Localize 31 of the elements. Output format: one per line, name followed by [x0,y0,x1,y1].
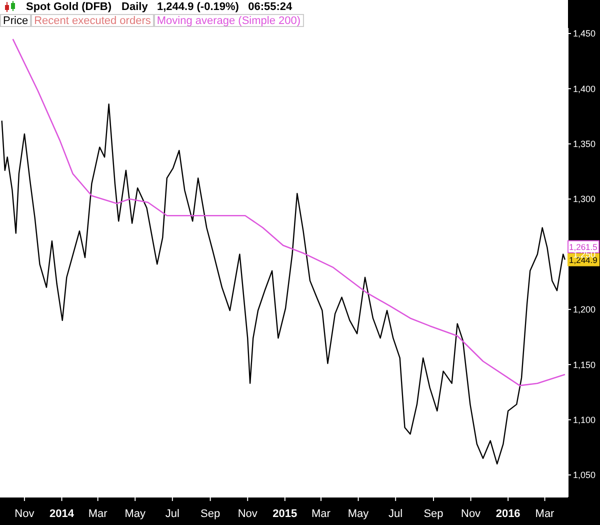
y-tick-label: 1,100 [573,414,596,425]
line-series [1,104,566,464]
x-tick-label: Sep [424,508,444,520]
x-tick-label: Mar [312,508,331,520]
y-tick-label: 1,450 [573,28,596,39]
y-tick-label: 1,350 [573,139,596,150]
text: 1,261.5 [569,242,598,252]
y-tick-label: 1,400 [573,84,596,94]
chart-subtitle: Daily 1,244.9 (-0.19%) 06:55:24 [122,1,292,13]
y-tick-label: 1,150 [573,360,596,370]
text: Moving average (Simple 200) [156,15,301,27]
x-tick-label: Mar [535,508,555,520]
x-tick-label: Nov [238,508,258,520]
x-tick-label: Sep [200,508,220,520]
x-tick-label: Jul [388,508,403,520]
x-tick-label: 2015 [272,508,298,520]
y-tick-label: 1,200 [573,304,596,315]
y-tick-label: 1,050 [573,470,596,480]
x-tick-label: Nov [14,508,35,520]
x-tick-label: 2016 [496,508,520,520]
text: Recent executed orders [34,15,151,27]
x-tick-label: 2014 [50,508,75,520]
x-tick-label: May [348,508,370,520]
line-series [12,38,566,386]
x-tick-label: May [124,508,146,520]
x-tick-label: Jul [165,508,180,520]
text: Price [3,15,28,27]
y-tick-label: 1,300 [573,194,596,204]
chart-title: Spot Gold (DFB) [26,1,112,13]
x-tick-label: Nov [461,508,482,520]
x-tick-label: Mar [88,508,108,520]
